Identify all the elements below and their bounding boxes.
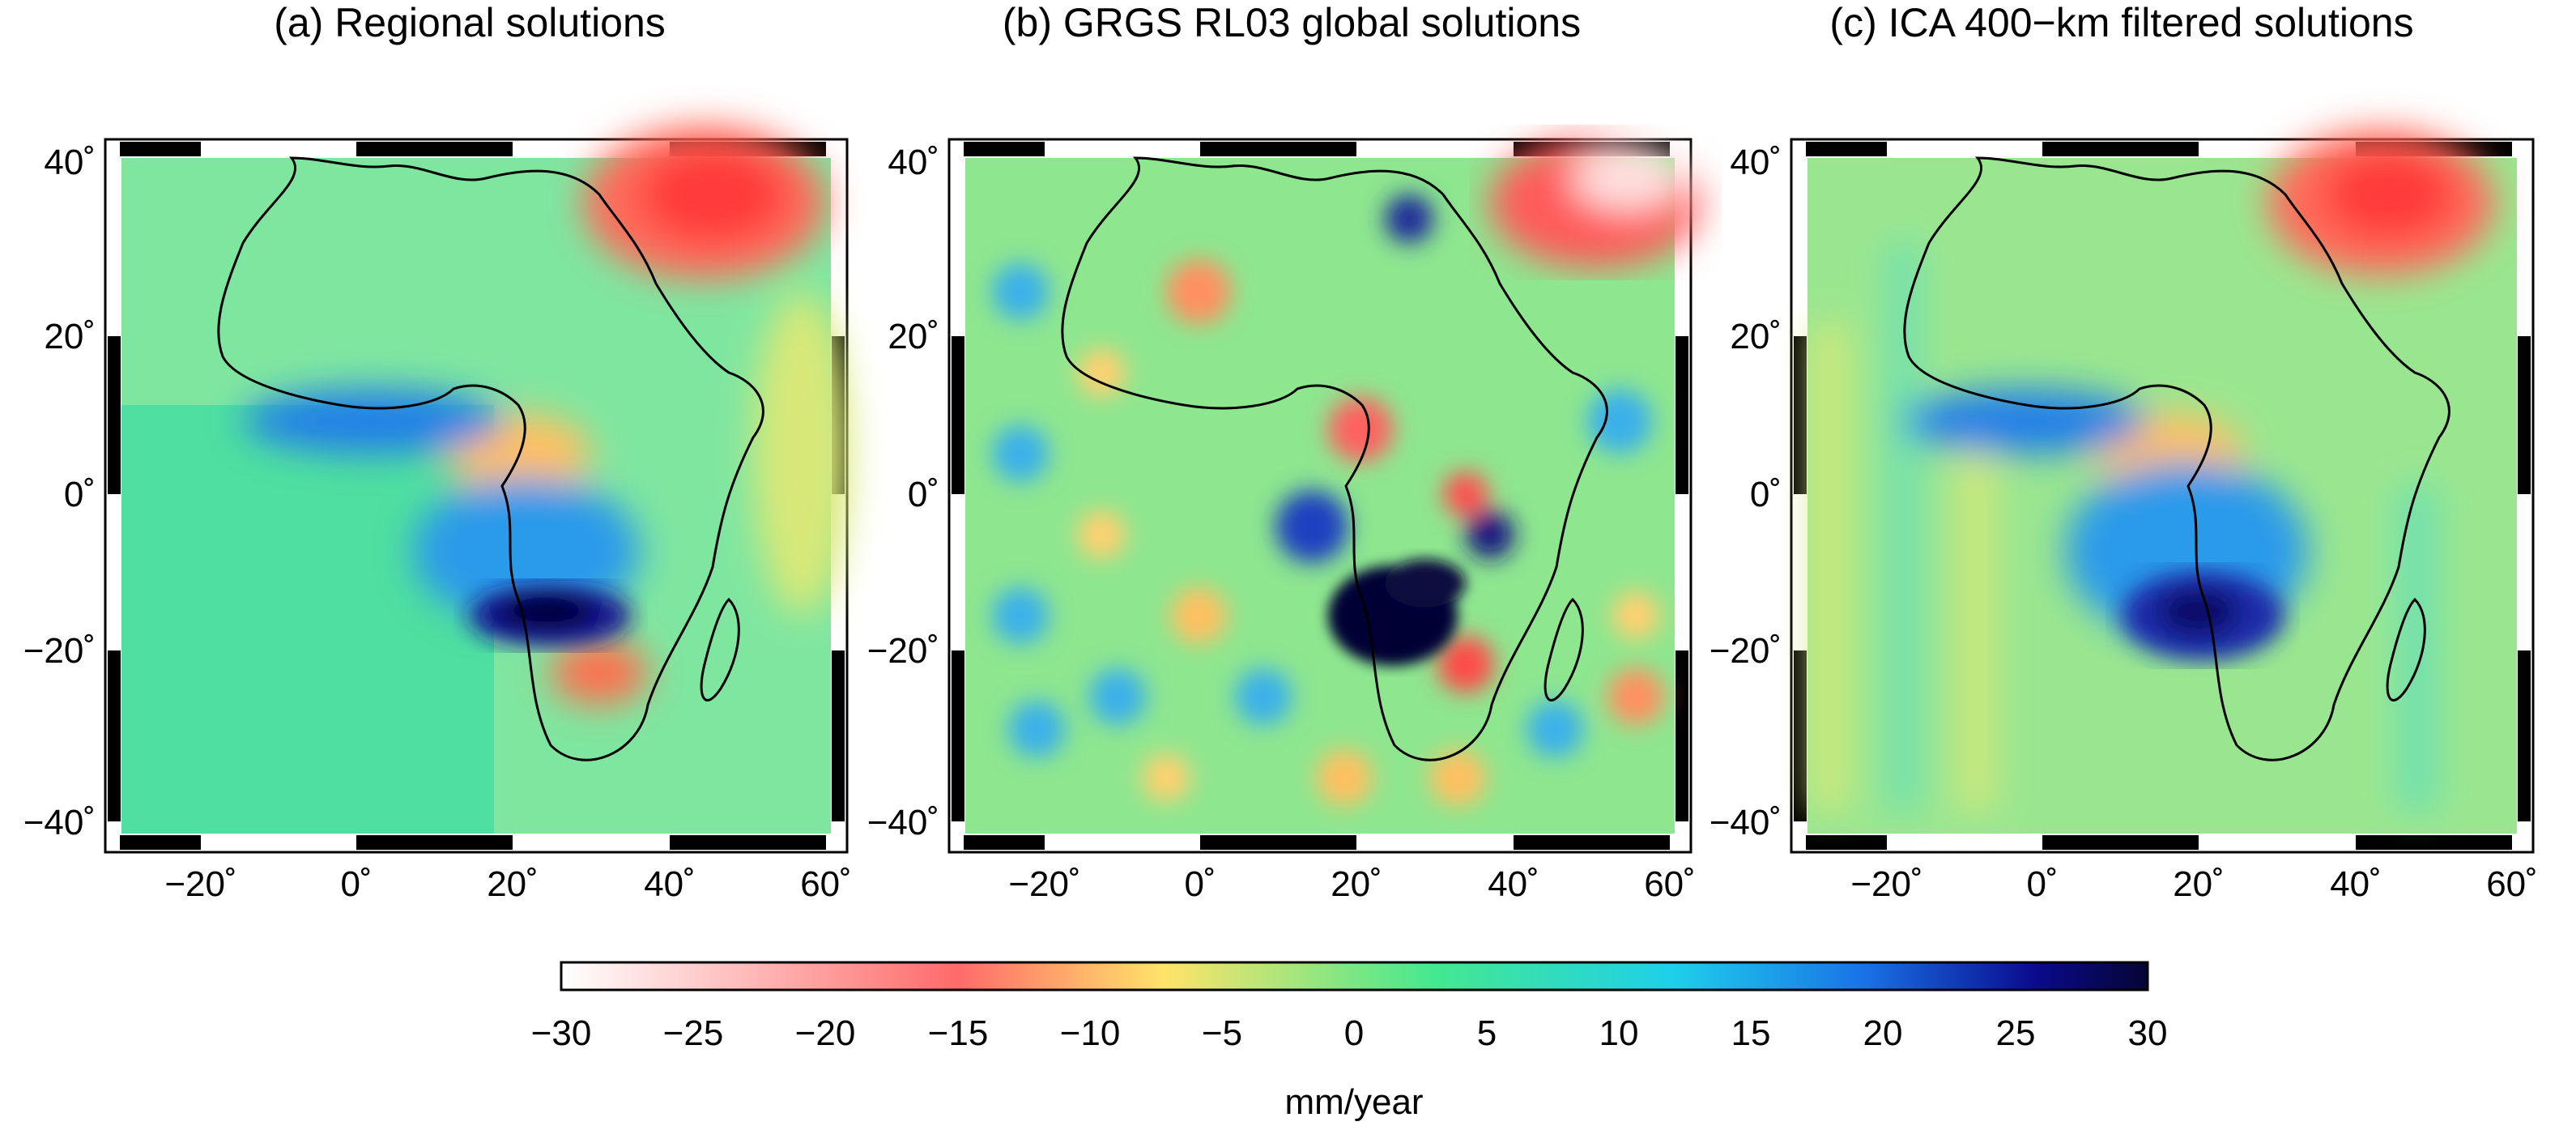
- panel-title: (c) ICA 400−km filtered solutions: [1829, 0, 2413, 45]
- colorbar-tick-label: 20: [1863, 1013, 1903, 1053]
- lat-tick-label: 0˚: [908, 475, 939, 514]
- lat-tick-label: 40˚: [44, 143, 96, 182]
- colorbar: −30 −25 −20 −15 −10 −5 0 5 10 15 20 25 3…: [531, 961, 2168, 1122]
- panel-b: (b) GRGS RL03 global solutions: [867, 0, 1701, 904]
- lon-tick-label: 40˚: [644, 864, 696, 904]
- colorbar-tick-label: 30: [2128, 1013, 2168, 1053]
- coastline: [217, 156, 764, 761]
- colorbar-tick-label: 10: [1599, 1013, 1639, 1053]
- coastline: [1903, 156, 2450, 761]
- lon-tick-labels: −20˚ 0˚ 20˚ 40˚ 60˚: [164, 864, 851, 904]
- colorbar-tick-label: 5: [1477, 1013, 1497, 1053]
- lat-tick-label: −40˚: [867, 803, 939, 842]
- lon-tick-label: 20˚: [2173, 864, 2225, 904]
- colorbar-tick-label: 15: [1731, 1013, 1771, 1053]
- lat-tick-label: 20˚: [44, 317, 96, 356]
- colorbar-tick-label: −15: [928, 1013, 989, 1053]
- lon-tick-labels: −20˚ 0˚ 20˚ 40˚ 60˚: [1850, 864, 2537, 904]
- lon-tick-label: 60˚: [1644, 864, 1696, 904]
- lon-tick-label: −20˚: [1008, 864, 1080, 904]
- lon-tick-label: 0˚: [340, 864, 372, 904]
- lat-tick-label: −40˚: [1710, 803, 1782, 842]
- lat-tick-label: 20˚: [1730, 317, 1782, 356]
- colorbar-tick-label: −30: [531, 1013, 592, 1053]
- colorbar-tick-label: 25: [1996, 1013, 2036, 1053]
- lat-tick-labels: 40˚ 20˚ 0˚ −20˚ −40˚: [867, 143, 939, 842]
- trend-field: [121, 126, 850, 834]
- lat-tick-labels: 40˚ 20˚ 0˚ −20˚ −40˚: [23, 143, 96, 842]
- lon-tick-label: 20˚: [1331, 864, 1382, 904]
- lon-tick-label: 0˚: [2026, 864, 2058, 904]
- colorbar-gradient: [560, 961, 2149, 992]
- lon-tick-label: −20˚: [164, 864, 236, 904]
- trend-field: [965, 138, 1701, 834]
- lon-tick-label: −20˚: [1850, 864, 1922, 904]
- colorbar-tick-label: −10: [1060, 1013, 1121, 1053]
- lon-tick-label: 60˚: [2486, 864, 2538, 904]
- lon-tick-label: 20˚: [487, 864, 539, 904]
- lat-tick-label: −20˚: [1710, 631, 1782, 671]
- trend-field: [1807, 130, 2517, 834]
- colorbar-ticks: −30 −25 −20 −15 −10 −5 0 5 10 15 20 25 3…: [531, 1013, 2168, 1053]
- lat-tick-labels: 40˚ 20˚ 0˚ −20˚ −40˚: [1710, 143, 1782, 842]
- colorbar-tick-label: −5: [1202, 1013, 1242, 1053]
- lat-tick-label: 20˚: [888, 317, 939, 356]
- panel-a: (a) Regional solutions: [23, 0, 852, 904]
- lon-tick-label: 0˚: [1184, 864, 1216, 904]
- lat-tick-label: 0˚: [1750, 475, 1782, 514]
- lat-tick-label: −20˚: [23, 631, 96, 671]
- lat-tick-label: −20˚: [867, 631, 939, 671]
- colorbar-tick-label: 0: [1344, 1013, 1364, 1053]
- panel-title: (b) GRGS RL03 global solutions: [1003, 0, 1581, 45]
- lon-tick-labels: −20˚ 0˚ 20˚ 40˚ 60˚: [1008, 864, 1695, 904]
- lat-tick-label: 40˚: [1730, 143, 1782, 182]
- lon-tick-label: 40˚: [1488, 864, 1539, 904]
- colorbar-unit-label: mm/year: [1284, 1082, 1423, 1122]
- lon-tick-label: 40˚: [2330, 864, 2382, 904]
- colorbar-tick-label: −25: [663, 1013, 724, 1053]
- lon-tick-label: 60˚: [800, 864, 852, 904]
- panel-title: (a) Regional solutions: [274, 0, 666, 45]
- panel-c: (c) ICA 400−km filtered solutions: [1710, 0, 2538, 904]
- lat-tick-label: 40˚: [888, 143, 939, 182]
- colorbar-tick-label: −20: [795, 1013, 856, 1053]
- lat-tick-label: −40˚: [23, 803, 96, 842]
- coastline: [1061, 156, 1608, 761]
- lat-tick-label: 0˚: [64, 475, 96, 514]
